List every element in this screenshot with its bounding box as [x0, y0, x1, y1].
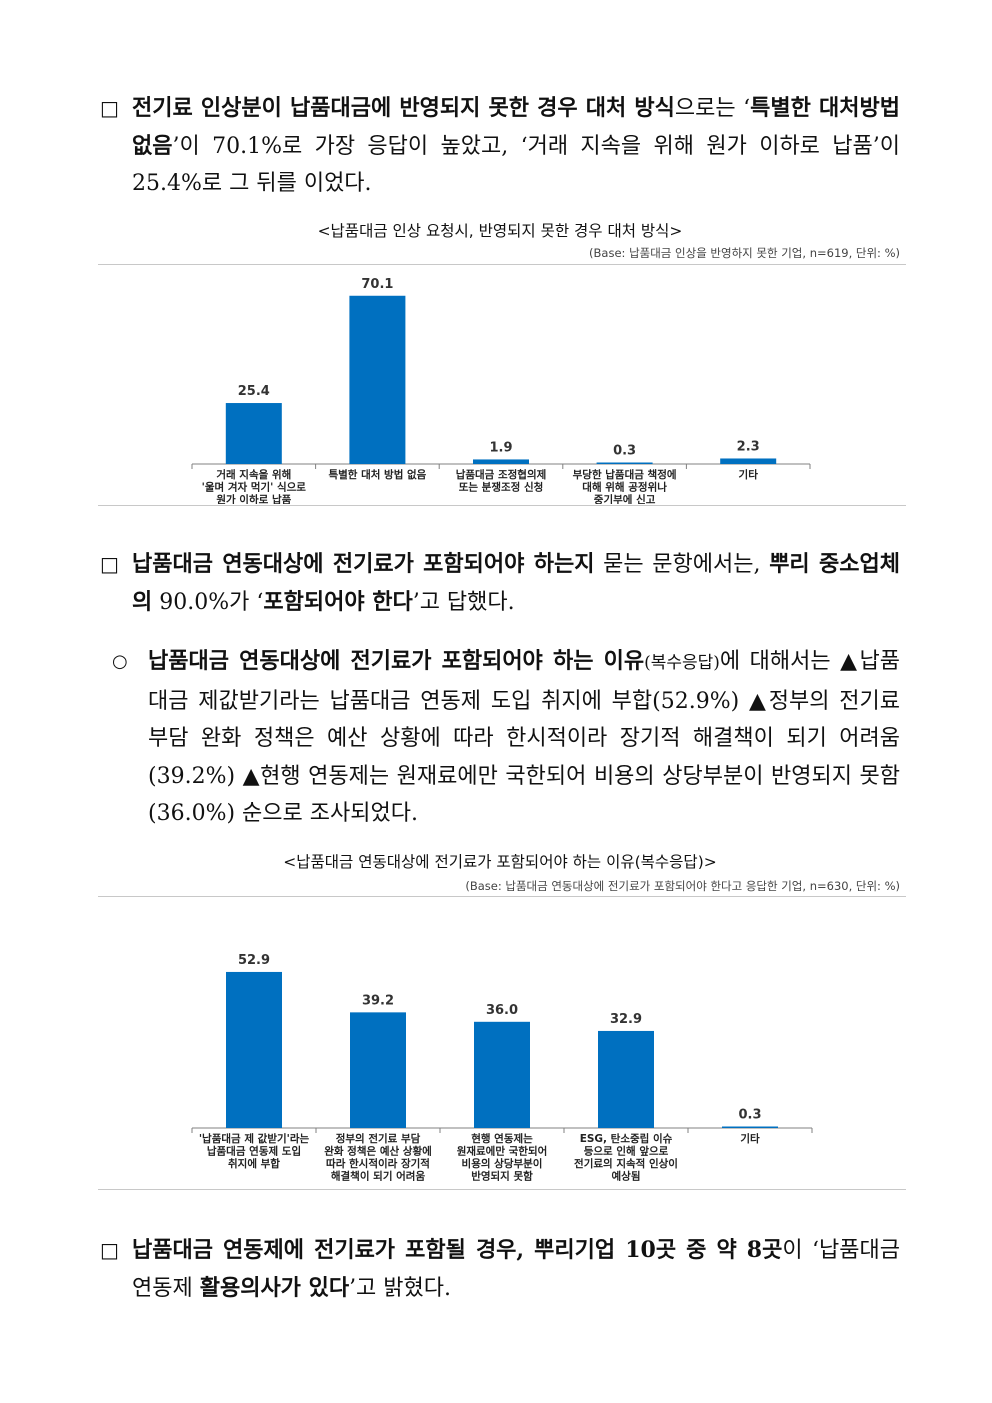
chart1-bar-5 [720, 458, 777, 464]
chart2-value-label-5: 0.3 [738, 1108, 761, 1123]
p1-seg1: 전기료 인상분이 납품대금에 반영되지 못한 경우 대처 방식 [132, 95, 675, 121]
chart1-base-note: (Base: 납품대금 인상을 반영하지 못한 기업, n=619, 단위: %… [589, 246, 900, 260]
chart2-value-label-1: 52.9 [238, 953, 270, 968]
p2-seg5: 포함되어야 한다 [263, 588, 413, 615]
chart2-bottom-rule [98, 1189, 906, 1190]
chart1-value-label-3: 1.9 [489, 440, 512, 455]
chart1-bar-1 [225, 403, 282, 464]
square-bullet-icon: □ [100, 96, 119, 120]
p1-seg3: 특별한 대처방법 없음 [132, 95, 900, 159]
chart2-bar-2 [350, 1012, 406, 1128]
chart2-bar-1 [226, 971, 282, 1128]
p4-seg3: 납품대금 연동제 [132, 1238, 900, 1301]
chart1-category-label: 거래 지속을 위해 [216, 468, 291, 481]
p3-seg3: 에 대해서는 ▲납품대금 제값받기라는 납품대금 연동제 도입 취지에 부합(5… [148, 649, 900, 826]
chart2-category-label: ESG, 탄소중립 이슈 [580, 1132, 673, 1145]
chart2-top-rule [98, 896, 906, 897]
p3-seg2: (복수응답) [644, 653, 720, 673]
paragraph-cost-response: □ 전기료 인상분이 납품대금에 반영되지 못한 경우 대처 방식으로는 ‘특별… [100, 90, 900, 203]
chart2-value-label-4: 32.9 [610, 1012, 642, 1027]
p3-seg1: 납품대금 연동대상에 전기료가 포함되어야 하는 이유 [148, 648, 645, 674]
p4-seg2: 이 ‘ [782, 1238, 820, 1263]
chart1-category-label: 특별한 대처 방법 없음 [328, 468, 426, 481]
chart2-category-label: 정부의 전기료 부담 [336, 1132, 421, 1145]
p2-seg4: 90.0%가 ‘ [152, 589, 264, 615]
chart1-category-label: 납품대금 조정협의제 [456, 468, 547, 481]
p4-seg5: ’고 밝혔다. [349, 1275, 452, 1301]
p4-seg4: 활용의사가 있다 [199, 1274, 350, 1301]
chart1-category-label: '울며 겨자 먹기' 식으로 [202, 481, 307, 494]
chart2-category-label: 취지에 부합 [228, 1157, 280, 1170]
chart2-category-label: 기타 [740, 1132, 760, 1145]
chart1-category-label: 기타 [739, 468, 759, 481]
chart1-category-label: 중기부에 신고 [594, 493, 656, 504]
chart2-category-label: 따라 한시적이라 장기적 [326, 1157, 430, 1170]
chart1-category-label: 또는 분쟁조정 신청 [459, 481, 544, 494]
chart1-value-label-4: 0.3 [613, 444, 636, 459]
chart1-value-label-2: 70.1 [361, 277, 393, 292]
chart2-category-label: 납품대금 연동제 도입 [207, 1145, 301, 1158]
chart2-base-note: (Base: 납품대금 연동대상에 전기료가 포함되어야 한다고 응답한 기업,… [465, 879, 900, 893]
p1-seg2: 으로는 ‘ [674, 96, 751, 121]
chart2-category-label: 등으로 인해 앞으로 [584, 1145, 669, 1158]
chart2-category-label: 반영되지 못함 [471, 1170, 533, 1183]
chart1-category-label: 부당한 납품대금 책정에 [573, 468, 677, 481]
chart1-category-label: 원가 이하로 납품 [216, 493, 291, 504]
chart2-value-label-2: 39.2 [362, 993, 394, 1008]
paragraph-inclusion-question: □ 납품대금 연동대상에 전기료가 포함되어야 하는지 묻는 문항에서는, 뿌리… [100, 546, 900, 621]
square-bullet-icon: □ [100, 552, 119, 576]
p2-seg3: 뿌리 중소업체의 [132, 551, 900, 615]
chart2-category-label: 완화 정책은 예산 상황에 [324, 1145, 432, 1158]
chart1-value-label-1: 25.4 [238, 384, 270, 399]
chart2-category-label: 예상됨 [612, 1170, 641, 1183]
paragraph-inclusion-reasons: ○ 납품대금 연동대상에 전기료가 포함되어야 하는 이유(복수응답)에 대해서… [112, 643, 900, 833]
chart2-category-label: 현행 연동제는 [471, 1132, 533, 1145]
chart1-bottom-rule [98, 505, 906, 506]
chart1-bar-3 [473, 459, 529, 464]
p2-seg1: 납품대금 연동대상에 전기료가 포함되어야 하는지 [132, 551, 595, 577]
chart1-top-rule [98, 264, 906, 265]
p2-seg6: ’고 답했다. [412, 589, 515, 615]
chart1-bar-2 [349, 295, 406, 464]
chart1-category-label: 대해 위해 공정위나 [582, 481, 667, 494]
paragraph-usage-intent: □ 납품대금 연동제에 전기료가 포함될 경우, 뿌리기업 10곳 중 약 8곳… [100, 1232, 900, 1307]
p2-seg2: 묻는 문항에서는, [594, 552, 770, 577]
chart1-bar-4 [596, 462, 653, 464]
chart2-value-label-3: 36.0 [486, 1003, 518, 1018]
circle-bullet-icon: ○ [112, 651, 128, 672]
chart2-bar-3 [474, 1021, 530, 1128]
chart2-bar-5 [722, 1126, 778, 1128]
p4-seg1: 납품대금 연동제에 전기료가 포함될 경우, 뿌리기업 10곳 중 약 8곳 [132, 1237, 783, 1263]
chart1-value-label-5: 2.3 [737, 439, 760, 454]
chart2-category-label: 전기료의 지속적 인상이 [574, 1157, 678, 1170]
square-bullet-icon: □ [100, 1238, 119, 1262]
chart2-category-label: 비용의 상당부분이 [462, 1157, 543, 1170]
chart2-bar-4 [598, 1030, 654, 1128]
chart2-category-label: 해결책이 되기 어려움 [331, 1170, 426, 1183]
chart1-title: <납품대금 인상 요청시, 반영되지 못한 경우 대처 방식> [317, 222, 683, 240]
chart2-category-label: 원재료에만 국한되어 [457, 1145, 548, 1158]
p1-seg4: ’이 70.1%로 가장 응답이 높았고, ‘거래 지속을 위해 원가 이하로 … [132, 133, 900, 197]
chart2-category-label: '납품대금 제 값받기'라는 [199, 1132, 310, 1145]
chart2-title: <납품대금 연동대상에 전기료가 포함되어야 하는 이유(복수응답)> [283, 853, 717, 871]
